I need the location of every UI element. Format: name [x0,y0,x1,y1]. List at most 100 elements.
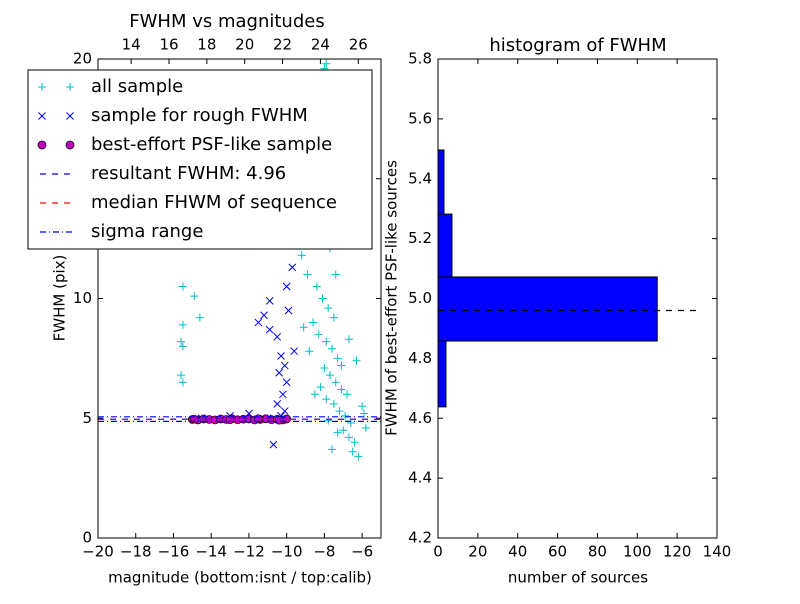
legend-label: median FHWM of sequence [91,192,337,213]
legend-marker [37,140,47,150]
point [195,313,204,322]
y-axis-label: FWHM of best-effort PSF-like sources [383,160,401,436]
x2-tick-label: 14 [122,36,141,54]
point [324,304,333,313]
point [354,452,363,461]
legend-label: all sample [91,76,183,97]
x-axis-label: magnitude (bottom:isnt / top:calib) [108,569,372,587]
point [275,368,283,377]
point [312,282,321,291]
point [344,433,353,442]
point [260,311,268,320]
point [284,306,293,315]
legend-label: sigma range [91,221,203,242]
x-tick-label: −12 [233,543,265,561]
point [297,251,306,260]
x-tick-label: 0 [433,543,443,561]
legend-marker [65,140,75,150]
point [329,313,338,322]
x-tick-label: −8 [313,543,335,561]
point [322,395,331,404]
x-tick-label: 100 [623,543,652,561]
bar [437,213,453,278]
y-tick-label: 10 [73,289,92,307]
y-tick-label: 5 [82,409,92,427]
point [310,390,319,399]
legend-box [27,69,373,250]
point [361,423,370,432]
chart-title: FWHM vs magnitudes [129,11,324,32]
point [333,428,342,437]
y-tick-label: 5.0 [408,289,432,307]
point [337,361,346,370]
point [299,323,308,332]
legend-label: resultant FWHM: 4.96 [91,163,286,184]
x-tick-label: −10 [271,543,303,561]
point [190,292,199,301]
point [288,263,297,272]
x-tick-label: 80 [588,543,607,561]
point [178,282,187,291]
point [273,332,282,341]
point [333,354,342,363]
point [350,438,359,447]
point [360,409,369,418]
legend-marker [66,83,74,91]
x-tick-label: 60 [548,543,567,561]
point [254,318,263,327]
bar [437,149,445,215]
x-tick-label: 20 [468,543,487,561]
point [282,282,291,291]
point [327,344,336,353]
x2-tick-label: 24 [311,36,330,54]
x2-tick-label: 18 [197,36,216,54]
point [303,270,312,279]
point [274,415,284,425]
point [280,361,289,370]
x2-tick-label: 16 [159,36,178,54]
chart-title: histogram of FWHM [489,35,666,56]
y-tick-label: 5.8 [408,50,432,68]
point [282,378,291,387]
point [305,347,314,356]
point [318,294,327,303]
point [309,318,318,327]
point [348,447,357,456]
y-axis-label: FWHM (pix) [51,255,69,342]
point [337,385,346,394]
x-axis-label: number of sources [508,569,648,587]
axes-frame [97,58,382,539]
point [314,330,323,339]
point [322,59,331,68]
point [329,399,338,408]
point [339,426,348,435]
y-tick-label: 0 [82,529,92,547]
point [177,337,186,346]
bar [437,340,447,408]
point [178,378,187,387]
point [265,297,274,305]
x-tick-label: −18 [120,543,152,561]
point [344,335,353,344]
bar [437,276,658,342]
x-tick-label: −14 [195,543,227,561]
point [277,352,285,360]
plot-area [98,59,381,461]
y-tick-label: 5.2 [408,229,432,247]
point [269,440,278,449]
point [280,407,289,415]
point [178,342,187,351]
point [331,378,340,387]
point [346,419,355,428]
point [331,270,340,279]
legend-marker [38,112,46,120]
y-tick-label: 4.8 [408,349,432,367]
x-tick-label: 140 [703,543,732,561]
legend-marker [66,112,74,120]
x-tick-label: 40 [508,543,527,561]
point [322,337,331,346]
legend-marker [38,83,46,91]
point [290,347,299,356]
point [327,445,336,454]
x2-tick-label: 22 [273,36,292,54]
